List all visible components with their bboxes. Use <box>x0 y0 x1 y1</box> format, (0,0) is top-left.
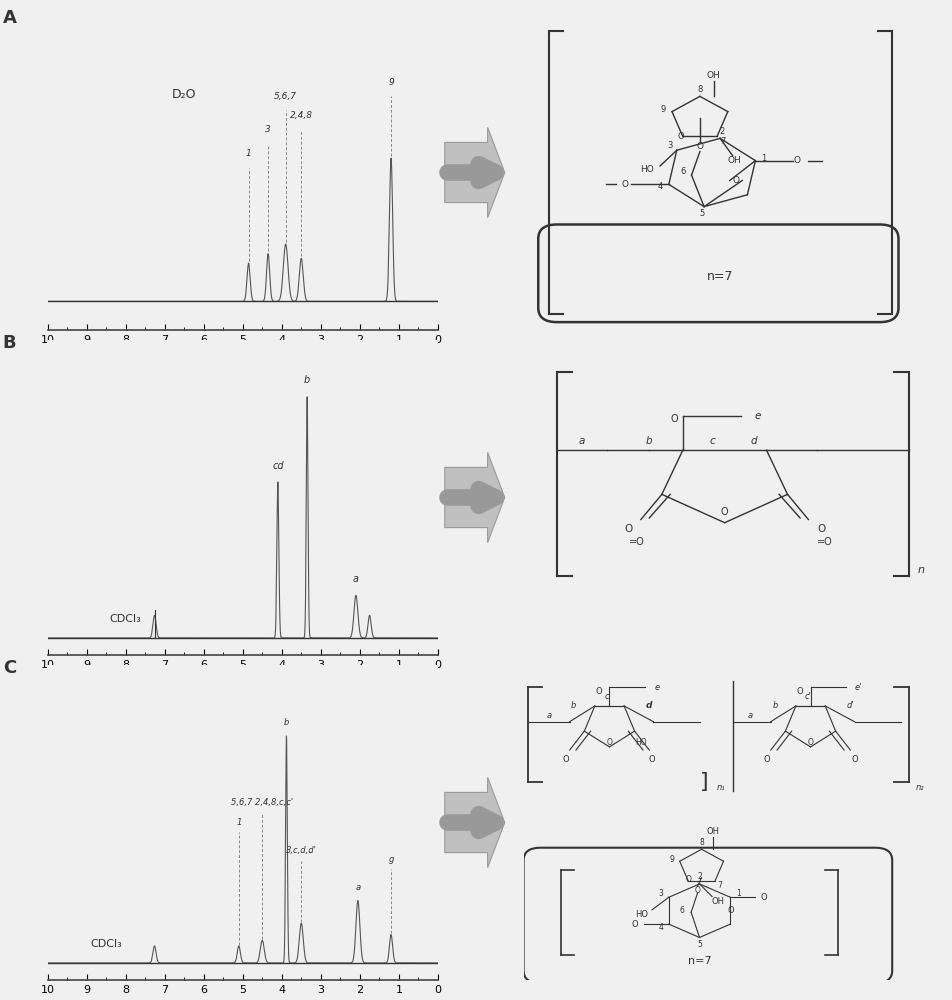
Text: cd: cd <box>272 461 284 471</box>
Text: OH: OH <box>706 827 719 836</box>
Text: O: O <box>695 886 701 895</box>
Text: b: b <box>646 436 652 446</box>
Text: a: a <box>355 883 361 892</box>
Text: 1: 1 <box>736 889 741 898</box>
Text: a: a <box>579 436 585 446</box>
Text: O: O <box>817 524 825 534</box>
Text: c: c <box>709 436 715 446</box>
Text: CDCl₃: CDCl₃ <box>109 614 142 624</box>
Text: O: O <box>606 738 612 747</box>
Text: n=7: n=7 <box>687 956 711 966</box>
Text: 5,6,7: 5,6,7 <box>274 92 297 101</box>
Text: O: O <box>727 906 734 915</box>
Text: OH: OH <box>728 156 742 165</box>
Text: D₂O: D₂O <box>172 88 196 101</box>
Text: O: O <box>794 156 801 165</box>
Text: OH: OH <box>712 897 724 906</box>
Text: e: e <box>655 683 660 692</box>
Text: a: a <box>546 711 551 720</box>
Text: e': e' <box>855 683 863 692</box>
Text: b: b <box>571 701 577 710</box>
Text: 9: 9 <box>388 78 394 87</box>
Text: ppm: ppm <box>51 674 73 684</box>
Text: n=7: n=7 <box>707 270 734 283</box>
Text: c': c' <box>805 692 812 701</box>
Text: ppm: ppm <box>51 349 73 359</box>
Text: O: O <box>670 414 678 424</box>
Text: 8: 8 <box>697 85 703 94</box>
Text: O: O <box>632 920 639 929</box>
Text: 9: 9 <box>669 855 674 864</box>
Text: n: n <box>918 565 924 575</box>
Text: O: O <box>563 755 568 764</box>
Text: =O: =O <box>629 537 645 547</box>
Text: 7: 7 <box>720 137 725 146</box>
Text: 8: 8 <box>700 838 704 847</box>
Text: 3: 3 <box>266 125 271 134</box>
Text: a: a <box>353 574 359 584</box>
Text: 1: 1 <box>236 818 242 827</box>
Text: HO: HO <box>635 910 648 919</box>
Text: b: b <box>772 701 778 710</box>
Text: OH: OH <box>707 71 721 80</box>
Text: O: O <box>648 755 655 764</box>
Text: O: O <box>625 524 632 534</box>
Text: C: C <box>3 659 16 677</box>
Text: 2,4,8: 2,4,8 <box>289 111 313 120</box>
Text: 3: 3 <box>667 141 672 150</box>
Text: n₁: n₁ <box>716 783 724 792</box>
Text: ]: ] <box>700 772 708 792</box>
Text: O: O <box>797 687 803 696</box>
Text: 7: 7 <box>718 881 723 890</box>
Text: HO: HO <box>635 738 646 747</box>
Text: ppm: ppm <box>51 999 73 1000</box>
Text: 9: 9 <box>661 105 665 114</box>
Text: 3,c,d,d': 3,c,d,d' <box>286 846 317 855</box>
Text: O: O <box>685 875 691 884</box>
Text: 4: 4 <box>658 182 663 191</box>
Text: O: O <box>697 142 704 151</box>
Text: c: c <box>605 692 609 701</box>
FancyArrow shape <box>445 777 505 868</box>
Text: 1: 1 <box>762 154 766 163</box>
Text: 1: 1 <box>246 149 251 158</box>
Text: b: b <box>304 375 310 385</box>
FancyArrow shape <box>445 127 505 218</box>
Text: O: O <box>807 738 813 747</box>
Text: d: d <box>646 701 652 710</box>
Text: B: B <box>3 334 16 352</box>
Text: O: O <box>761 893 767 902</box>
Text: 2: 2 <box>719 127 724 136</box>
Text: 4: 4 <box>658 923 664 932</box>
Text: 6: 6 <box>681 167 685 176</box>
FancyArrow shape <box>445 452 505 543</box>
Text: d': d' <box>846 701 854 710</box>
Text: 6: 6 <box>680 906 684 915</box>
Text: HO: HO <box>641 165 654 174</box>
Text: O: O <box>677 132 684 141</box>
Text: O: O <box>764 755 770 764</box>
Text: a: a <box>747 711 752 720</box>
Text: CDCl₃: CDCl₃ <box>90 939 122 949</box>
Text: 5,6,7 2,4,8,c,c': 5,6,7 2,4,8,c,c' <box>231 798 293 807</box>
Text: n₂: n₂ <box>915 783 923 792</box>
Text: d: d <box>751 436 757 446</box>
Text: 5: 5 <box>700 209 705 218</box>
Text: b: b <box>284 718 289 727</box>
Text: A: A <box>3 9 16 27</box>
Text: e: e <box>755 411 762 421</box>
Text: O: O <box>622 180 628 189</box>
Text: O: O <box>721 507 728 517</box>
Text: 2: 2 <box>697 872 702 881</box>
Text: 5: 5 <box>697 940 702 949</box>
Text: O: O <box>732 176 740 185</box>
Text: O: O <box>596 687 603 696</box>
Text: =O: =O <box>818 537 833 547</box>
Text: O: O <box>851 755 858 764</box>
Text: 3: 3 <box>658 889 664 898</box>
Text: g: g <box>388 855 394 864</box>
